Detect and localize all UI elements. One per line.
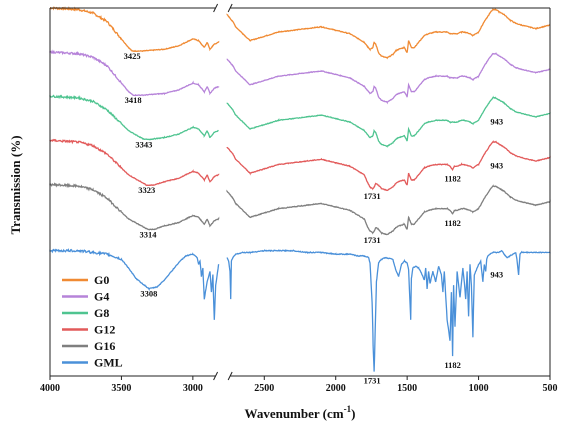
legend-item-g0: G0 — [62, 273, 109, 287]
x-axis-title-main: Wavenumber (cm — [245, 406, 344, 421]
peak-label-gml-1731: 1731 — [364, 376, 381, 386]
series-gml-line-2 — [226, 249, 551, 372]
legend-label-g8: G8 — [94, 306, 109, 320]
x-tick-label-500: 500 — [543, 383, 558, 394]
series-g0 — [49, 6, 551, 60]
legend-item-g4: G4 — [62, 290, 109, 304]
axis-layer: 4000 3500 3000 2500 2000 1500 1000 500 — [40, 3, 558, 394]
series-gml-line-1 — [49, 248, 220, 320]
series-g0-line-2 — [226, 8, 551, 60]
peak-label-g0-3425: 3425 — [124, 51, 141, 61]
series-layer — [49, 6, 551, 372]
annotation-layer: 3425 3418 3343 3323 3314 3308 1731 1731 1731 1182… — [124, 51, 503, 386]
series-g8 — [49, 94, 551, 148]
axis-break-mark — [213, 371, 219, 381]
x-tick-label-2000: 2000 — [326, 383, 346, 394]
peak-label-g12-1731: 1731 — [364, 191, 381, 201]
axis-break-mark — [213, 3, 219, 13]
axis-break-mark — [227, 371, 233, 381]
series-g12 — [49, 138, 551, 192]
legend-label-g16: G16 — [94, 339, 115, 353]
legend-label-g4: G4 — [94, 290, 109, 304]
x-axis-title-superscript: -1 — [344, 404, 352, 414]
peak-label-gml-1182: 1182 — [444, 360, 461, 370]
series-g12-line-1 — [49, 138, 220, 187]
legend-label-g0: G0 — [94, 273, 109, 287]
x-tick-label-2500: 2500 — [254, 383, 274, 394]
peak-label-g4-3418: 3418 — [125, 95, 142, 105]
x-tick-label-3000: 3000 — [183, 383, 203, 394]
peak-label-g8-943: 943 — [490, 117, 503, 127]
peak-label-g8-3343: 3343 — [135, 139, 152, 149]
x-tick-label-3500: 3500 — [111, 383, 131, 394]
series-g4-line-2 — [226, 52, 551, 105]
legend-item-g8: G8 — [62, 306, 109, 320]
legend-label-gml: GML — [94, 356, 123, 370]
series-gml — [49, 248, 551, 372]
series-g16 — [49, 182, 551, 236]
series-g16-line-1 — [49, 182, 220, 231]
x-axis-title-tail: ) — [351, 406, 355, 421]
axis-break-mark — [227, 3, 233, 13]
x-tick-label-1000: 1000 — [469, 383, 489, 394]
series-g16-line-2 — [226, 184, 551, 236]
x-tick-label-1500: 1500 — [397, 383, 417, 394]
peak-label-g12-3323: 3323 — [138, 185, 155, 195]
peak-label-g12-943: 943 — [490, 161, 503, 171]
x-tick-label-4000: 4000 — [40, 383, 60, 394]
peak-label-g16-1731: 1731 — [364, 235, 381, 245]
series-g12-line-2 — [226, 139, 551, 192]
peak-label-gml-943: 943 — [490, 269, 503, 279]
peak-label-g16-3314: 3314 — [140, 229, 158, 239]
peak-label-g12-1182: 1182 — [444, 174, 461, 184]
legend-label-g12: G12 — [94, 323, 115, 337]
series-g4-line-1 — [49, 49, 220, 97]
x-axis-title: Wavenumber (cm-1) — [245, 404, 356, 421]
peak-label-gml-3308: 3308 — [140, 289, 157, 299]
legend-item-g16: G16 — [62, 339, 115, 353]
series-g8-line-1 — [49, 94, 219, 141]
legend-item-gml: GML — [62, 356, 123, 370]
series-g4 — [49, 49, 551, 105]
y-axis-title: Transmission (%) — [8, 135, 23, 234]
series-g0-line-1 — [49, 6, 220, 53]
peak-label-g16-1182: 1182 — [444, 218, 461, 228]
legend: G0 G4 G8 G12 G16 GML — [62, 273, 123, 370]
legend-item-g12: G12 — [62, 323, 115, 337]
series-g8-line-2 — [226, 95, 551, 148]
